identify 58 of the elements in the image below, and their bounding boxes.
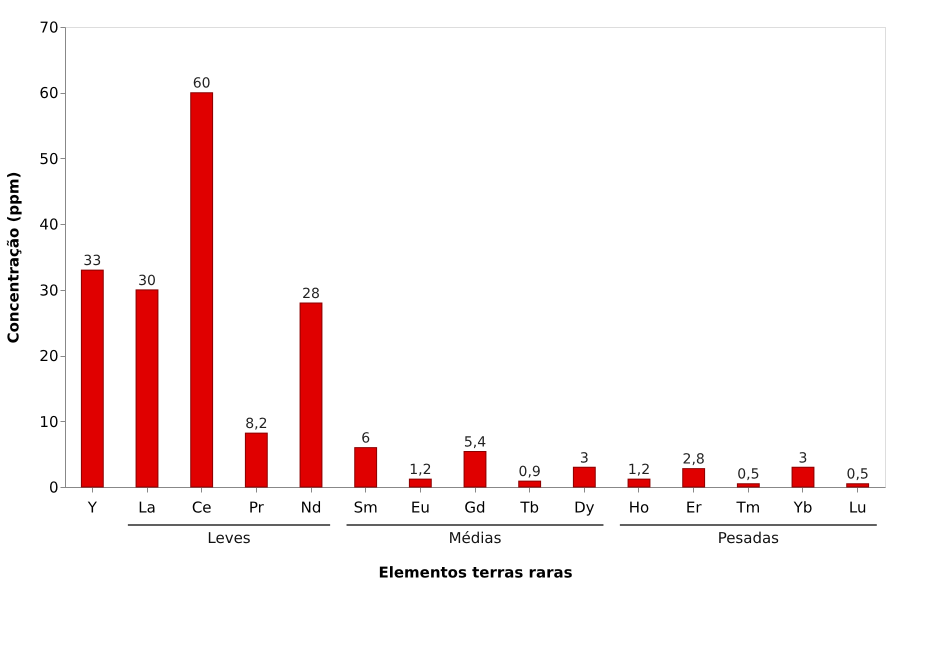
- bar: [682, 468, 706, 488]
- x-tick-label: Yb: [792, 498, 812, 516]
- y-tick-label: 50: [39, 150, 58, 168]
- x-tick-label: Nd: [300, 498, 322, 516]
- data-label: 6: [361, 430, 370, 447]
- data-label: 8,2: [245, 416, 268, 432]
- text: Médias: [448, 529, 502, 547]
- bar: [244, 432, 268, 488]
- x-tick-label: Er: [686, 498, 702, 516]
- bar: [628, 478, 650, 488]
- y-axis-title: Concentração (ppm): [4, 172, 22, 344]
- bar: [572, 466, 596, 488]
- text: Leves: [207, 529, 251, 547]
- data-label: 1,2: [628, 462, 650, 478]
- x-tick-label: La: [138, 498, 156, 516]
- bar: [736, 483, 760, 488]
- data-label: 1,2: [409, 462, 432, 478]
- data-label: 2,8: [682, 452, 705, 468]
- x-axis-title: Elementos terras raras: [378, 564, 573, 582]
- x-tick-label: Sm: [354, 498, 378, 516]
- bar: [464, 451, 486, 488]
- data-label: 5,4: [464, 434, 486, 451]
- data-label: 0,9: [518, 464, 541, 480]
- y-tick-label: 70: [39, 18, 58, 36]
- data-label: 30: [138, 272, 156, 289]
- x-tick-label: Dy: [574, 498, 595, 516]
- data-label: 60: [192, 76, 211, 92]
- y-tick-label: 20: [39, 347, 58, 366]
- x-tick-label: Ho: [628, 498, 650, 516]
- x-tick-label: Pr: [248, 498, 265, 516]
- y-tick-label: 60: [39, 84, 58, 102]
- data-label: 3: [580, 450, 589, 466]
- x-tick-label: Eu: [410, 498, 430, 516]
- y-tick-label: 0: [48, 478, 58, 496]
- bar: [846, 483, 870, 488]
- x-tick-label: Lu: [848, 498, 866, 516]
- bar: [354, 447, 378, 488]
- bar: [408, 478, 432, 488]
- x-tick-label: Gd: [464, 498, 486, 516]
- bar: [190, 92, 214, 488]
- bar: [136, 289, 158, 488]
- x-tick-label: Y: [86, 498, 98, 516]
- data-label: 33: [83, 253, 102, 270]
- x-tick-label: Tm: [735, 498, 760, 516]
- bar: [792, 466, 814, 488]
- y-tick-label: 40: [39, 216, 58, 234]
- bar: [518, 480, 542, 488]
- y-tick-label: 10: [39, 412, 58, 431]
- data-label: 3: [798, 450, 808, 466]
- data-label: 0,5: [846, 466, 869, 483]
- data-label: 0,5: [737, 466, 760, 483]
- bar: [300, 302, 322, 488]
- x-tick-label: Tb: [519, 498, 540, 516]
- bar: [80, 270, 104, 488]
- text: Pesadas: [718, 529, 780, 547]
- data-label: 28: [302, 286, 320, 302]
- y-tick-label: 30: [39, 281, 58, 300]
- x-tick-label: Ce: [192, 498, 212, 516]
